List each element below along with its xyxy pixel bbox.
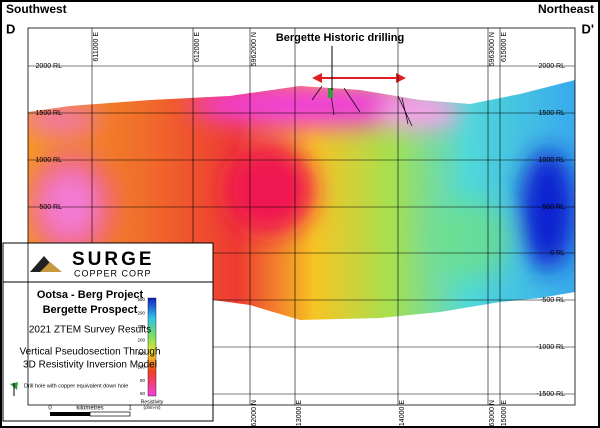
- grid-label: 5963000 N: [489, 32, 496, 66]
- survey: 2021 ZTEM Survey Results: [29, 325, 151, 336]
- drill-holes: [311, 85, 413, 127]
- annotation: Bergette Historic drilling: [276, 32, 404, 44]
- elevation-label: 500 RL: [542, 204, 565, 211]
- colorbar-tick: 250: [137, 324, 145, 329]
- elevation-label: 2000 RL: [539, 63, 566, 70]
- colorbar-title: Resistivity: [141, 399, 164, 405]
- elevation-label: -1000 RL: [536, 344, 565, 351]
- elevation-label: 2000 RL: [36, 63, 63, 70]
- grid-label: 611000 E: [93, 32, 100, 62]
- scale-title: kilometres: [76, 406, 103, 412]
- colorbar-tick: 100: [137, 364, 145, 369]
- section-border: [27, 27, 576, 406]
- elevation-label: -500 RL: [540, 297, 565, 304]
- arrow: [312, 46, 406, 90]
- elevation-label: 1000 RL: [539, 157, 566, 164]
- right-title: Northeast: [538, 2, 594, 16]
- elevation-label: 500 RL: [39, 204, 62, 211]
- grid-label: 615000 E: [501, 400, 508, 428]
- scale-start: 0: [48, 406, 52, 412]
- left-title: Southwest: [6, 2, 67, 16]
- grid-label: 5963000 N: [489, 400, 496, 428]
- colorbar-tick: 580: [137, 297, 145, 302]
- legend-panel: [2, 242, 214, 422]
- prospect: Bergette Prospect: [43, 304, 138, 316]
- logo: SURGE: [72, 249, 155, 270]
- colorbar-tick: 150: [137, 351, 145, 356]
- grid-label: 5962000 N: [251, 400, 258, 428]
- scale-end: 1: [128, 406, 132, 412]
- grid-label: 615000 E: [501, 32, 508, 62]
- project: Ootsa - Berg Project: [37, 289, 144, 301]
- colorbar-tick: 80: [140, 378, 146, 383]
- elevation-label: 1500 RL: [36, 110, 63, 117]
- colorbar-tick: 60: [140, 391, 146, 396]
- colorbar-tick: 290: [137, 311, 145, 316]
- drill-hole-label: Drill hole with copper equivalent down h…: [24, 383, 128, 389]
- grid-label: 613000 E: [296, 400, 303, 428]
- description: 3D Resistivity Inversion Model: [23, 360, 157, 371]
- grid-label: 5962000 N: [251, 32, 258, 66]
- colorbar-tick: 200: [137, 337, 145, 342]
- colorbar-unit: (ohm-m): [144, 405, 161, 410]
- elevation-label: -1500 RL: [536, 391, 565, 398]
- logo-sub: COPPER CORP: [74, 268, 152, 278]
- grid-label: 614000 E: [399, 400, 406, 428]
- elevation-label: 1500 RL: [539, 110, 566, 117]
- left-label: D: [6, 21, 15, 36]
- grid-label: 612000 E: [194, 32, 201, 62]
- elevation-label: 1000 RL: [36, 157, 63, 164]
- right-label: D': [582, 21, 594, 36]
- elevation-label: 0 RL: [550, 250, 565, 257]
- description: Vertical Pseudosection Through: [19, 347, 160, 358]
